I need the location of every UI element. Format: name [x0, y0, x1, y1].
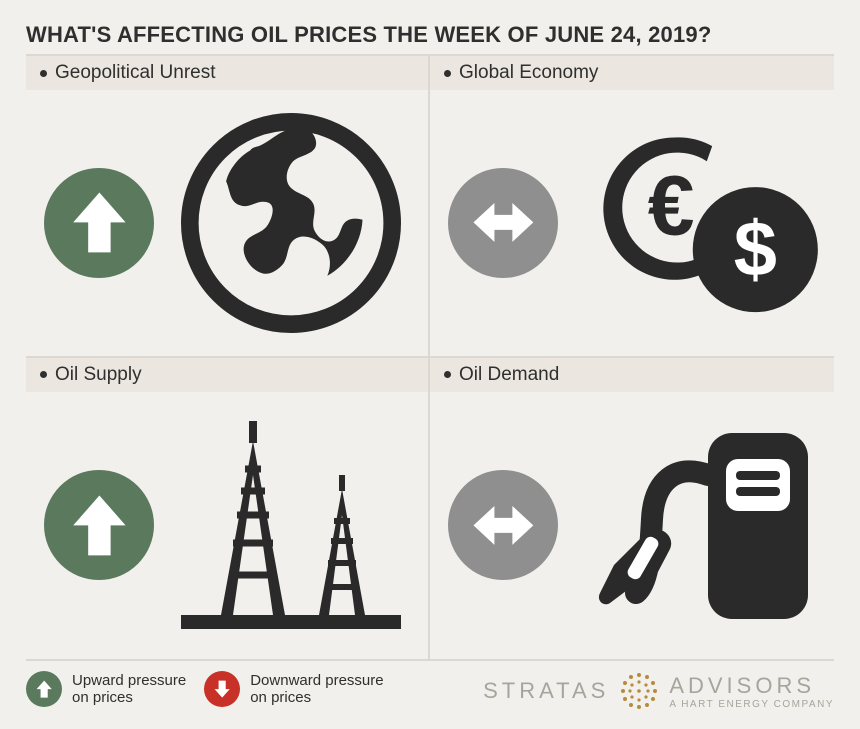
quadrant-label: Oil Supply — [26, 358, 428, 392]
quadrant-label-text: Oil Supply — [55, 364, 142, 386]
footer-row: Upward pressure on prices Downward press… — [26, 661, 834, 711]
globe-icon — [168, 113, 414, 333]
legend-down-text: Downward pressure on prices — [250, 672, 383, 707]
legend-up-text: Upward pressure on prices — [72, 672, 186, 707]
brand-word-1: STRATAS — [483, 678, 609, 704]
oil-derrick-icon — [168, 415, 414, 635]
quadrant-supply: Oil Supply — [26, 358, 430, 660]
gas-pump-icon — [572, 415, 820, 635]
quadrant-label-text: Oil Demand — [459, 364, 559, 386]
page-title: WHAT'S AFFECTING OIL PRICES THE WEEK OF … — [26, 22, 834, 48]
brand-word-2: ADVISORS — [669, 673, 815, 699]
bullet-icon — [444, 371, 451, 378]
brand-tagline: A HART ENERGY COMPANY — [669, 699, 834, 710]
bullet-icon — [444, 70, 451, 77]
down-arrow-icon — [204, 671, 240, 707]
legend-down: Downward pressure on prices — [204, 671, 383, 707]
neutral-arrow-icon — [448, 168, 558, 278]
quadrant-label: Oil Demand — [430, 358, 834, 392]
legend-up: Upward pressure on prices — [26, 671, 186, 707]
quadrant-label: Geopolitical Unrest — [26, 56, 428, 90]
bullet-icon — [40, 70, 47, 77]
quadrant-economy: Global Economy € $ — [430, 56, 834, 358]
brand-logo: STRATAS ADVISORS A HART ENERGY COMPANY — [483, 671, 834, 711]
brand-mark-icon — [619, 671, 659, 711]
quadrant-label-text: Geopolitical Unrest — [55, 62, 216, 84]
svg-text:€: € — [648, 159, 695, 253]
neutral-arrow-icon — [448, 470, 558, 580]
bullet-icon — [40, 371, 47, 378]
quadrant-label-text: Global Economy — [459, 62, 598, 84]
up-arrow-icon — [44, 470, 154, 580]
factor-grid: Geopolitical Unrest Global Economy — [26, 54, 834, 661]
quadrant-label: Global Economy — [430, 56, 834, 90]
svg-text:$: $ — [734, 207, 777, 293]
currency-icon: € $ — [572, 131, 820, 314]
quadrant-demand: Oil Demand — [430, 358, 834, 660]
quadrant-geopolitical: Geopolitical Unrest — [26, 56, 430, 358]
up-arrow-icon — [44, 168, 154, 278]
up-arrow-icon — [26, 671, 62, 707]
